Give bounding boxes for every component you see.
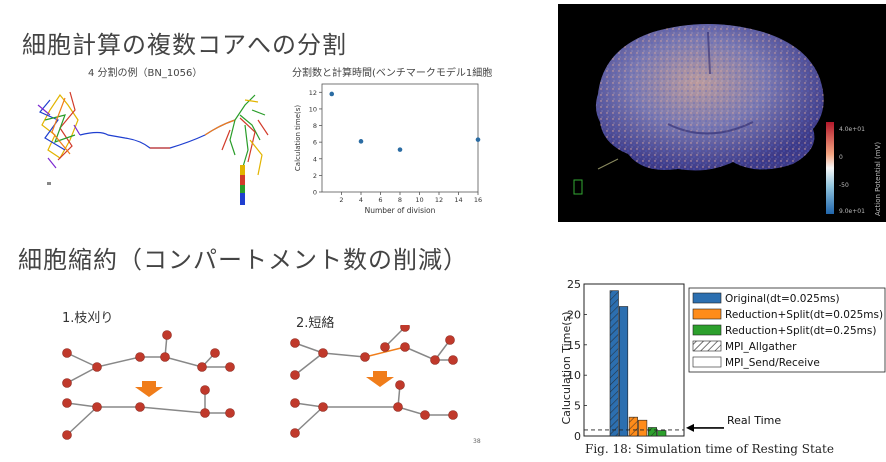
bar-hatch-overlay — [629, 417, 638, 436]
x-tick-label: 12 — [435, 196, 443, 204]
colorbar-tick-zero: 0 — [839, 154, 843, 161]
legend-swatch — [692, 292, 722, 304]
legend-swatch — [692, 308, 722, 320]
y-axis-label: Caluculation Time(s) — [560, 311, 573, 424]
legend-swatch — [692, 356, 722, 368]
x-tick-label: 2 — [339, 196, 343, 204]
realtime-label: Real Time — [727, 414, 781, 427]
y-tick-label: 25 — [567, 278, 581, 291]
legend-entry: Original(dt=0.025ms) — [725, 293, 840, 305]
x-tick-label: 4 — [359, 196, 363, 204]
neuron-split-title: 4 分割の例（BN_1056） — [88, 68, 203, 79]
y-tick-label: 10 — [567, 369, 581, 382]
y-tick-label: 4 — [313, 155, 317, 163]
legend-swatch — [692, 340, 722, 352]
arrow-down-icon — [366, 371, 394, 387]
x-tick-label: 6 — [378, 196, 382, 204]
x-tick-label: 8 — [398, 196, 402, 204]
legend-box — [688, 287, 886, 373]
scatter-title: 分割数と計算時間(ベンチマークモデル1細胞 — [292, 68, 493, 79]
y-tick-label: 10 — [309, 105, 317, 113]
legend-entry: Reduction+Split(dt=0.025ms) — [725, 309, 883, 321]
bar-plot-frame — [583, 283, 685, 437]
heading-reduction: 細胞縮約（コンパートメント数の削減） — [18, 246, 468, 274]
step2-label: 2.短絡 — [296, 316, 335, 331]
colorbar-tick-min: 9.0e+01 — [839, 208, 865, 215]
page-number: 38 — [473, 438, 481, 445]
x-tick-label: 16 — [474, 196, 482, 204]
scatter-point — [475, 137, 481, 142]
neuron-split-illustration — [37, 91, 269, 205]
simulation-time-bar-chart: 0 5 10 15 20 25 Caluculation Time(s) Real Time O… — [560, 278, 886, 442]
colorbar-label: Action Potential (mV) — [874, 142, 882, 216]
scatter-point — [397, 147, 403, 152]
y-tick-label: 12 — [309, 89, 317, 97]
colorbar-tick-max: 4.0e+01 — [839, 126, 865, 133]
y-tick-label: 5 — [574, 400, 581, 413]
bar-original-dt-0-025ms- — [618, 306, 629, 437]
x-axis-label: Number of division — [365, 206, 436, 215]
step1-label: 1.枝刈り — [62, 311, 114, 326]
x-tick-label: 14 — [454, 196, 462, 204]
y-tick-label: 8 — [313, 122, 317, 130]
y-tick-label: 6 — [313, 139, 317, 147]
scatter-plot-frame — [321, 83, 479, 193]
y-tick-label: 2 — [313, 172, 317, 180]
scatter-point — [358, 139, 364, 144]
reduction-diagram: 38 — [62, 325, 481, 445]
scatter-point — [329, 91, 335, 97]
legend-entry: MPI_Send/Receive — [725, 357, 820, 369]
y-tick-label: 15 — [567, 339, 581, 352]
arrow-left-icon — [686, 423, 694, 432]
bar-reduction-split-dt-0-025ms- — [638, 419, 648, 437]
legend-entry: Reduction+Split(dt=0.25ms) — [725, 325, 876, 337]
arrow-down-icon — [135, 381, 163, 397]
legend-entry: MPI_Allgather — [725, 341, 797, 353]
bar-chart-caption: Fig. 18: Simulation time of Resting Stat… — [585, 442, 834, 456]
y-tick-label: 20 — [567, 308, 581, 321]
brain-simulation-image: 4.0e+01 0 -50 9.0e+01 Action Potential (… — [558, 4, 886, 222]
scatter-chart: 0 2 4 6 8 10 12 2 4 6 8 10 12 14 16 Number of division C… — [294, 83, 482, 215]
y-tick-label: 0 — [313, 189, 317, 197]
bar-hatch-overlay — [610, 290, 619, 436]
colorbar-tick-mid: -50 — [839, 182, 849, 189]
bar-reduction-split-dt-0-25ms- — [657, 430, 667, 437]
heading-split: 細胞計算の複数コアへの分割 — [22, 31, 347, 59]
y-tick-label: 0 — [574, 430, 581, 442]
legend-swatch — [692, 324, 722, 336]
bar-hatch-overlay — [648, 427, 657, 436]
y-axis-label: Calculation time(s) — [294, 105, 302, 171]
x-tick-label: 10 — [415, 196, 423, 204]
